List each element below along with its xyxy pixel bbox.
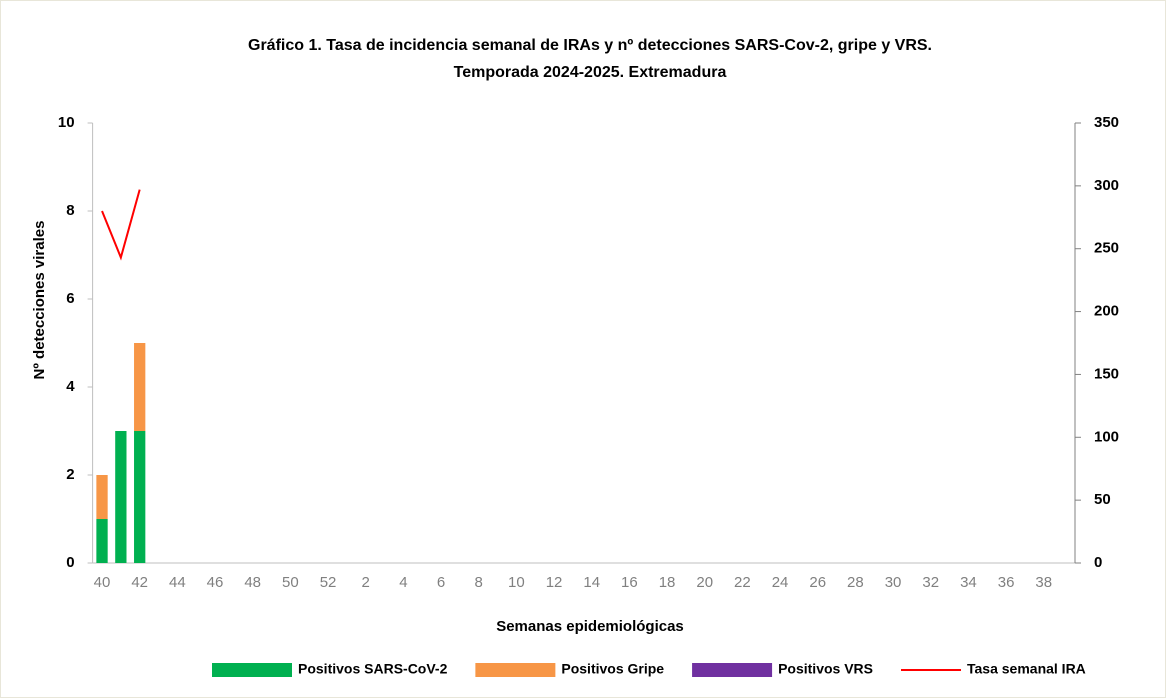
bar: [134, 343, 146, 431]
bar: [96, 519, 108, 563]
legend-label: Positivos Gripe: [561, 661, 664, 677]
x-tick-label: 20: [696, 574, 713, 591]
x-tick-label: 52: [320, 574, 337, 591]
y2-tick-label: 250: [1094, 240, 1119, 257]
x-tick-label: 12: [546, 574, 563, 591]
bar: [96, 475, 108, 519]
y2-tick-label: 0: [1094, 554, 1102, 571]
chart-title: Gráfico 1. Tasa de incidencia semanal de…: [248, 37, 932, 54]
y-tick-label: 8: [66, 202, 74, 219]
chart-title: Temporada 2024-2025. Extremadura: [454, 64, 727, 81]
x-tick-label: 16: [621, 574, 638, 591]
x-tick-label: 6: [437, 574, 445, 591]
y2-tick-label: 350: [1094, 114, 1119, 131]
legend-swatch: [212, 663, 292, 677]
y-tick-label: 4: [66, 378, 75, 395]
legend-label: Tasa semanal IRA: [967, 661, 1086, 677]
legend-swatch: [475, 663, 556, 677]
y-tick-label: 0: [66, 554, 74, 571]
bar: [134, 431, 146, 563]
x-tick-label: 30: [885, 574, 902, 591]
x-tick-label: 38: [1035, 574, 1052, 591]
y2-tick-label: 50: [1094, 491, 1111, 508]
x-tick-label: 18: [659, 574, 676, 591]
x-tick-label: 4: [399, 574, 407, 591]
line: [101, 189, 141, 261]
y2-tick-label: 200: [1094, 303, 1119, 320]
legend-swatch: [692, 663, 773, 677]
x-tick-label: 8: [475, 574, 483, 591]
y-axis-title: Nº detecciones virales: [31, 221, 48, 380]
x-tick-label: 14: [583, 574, 600, 591]
y2-tick-label: 150: [1094, 365, 1119, 382]
x-tick-label: 44: [169, 574, 186, 591]
x-tick-label: 48: [244, 574, 261, 591]
x-tick-label: 22: [734, 574, 751, 591]
x-tick-label: 28: [847, 574, 864, 591]
y2-tick-label: 300: [1094, 177, 1119, 194]
x-tick-label: 32: [922, 574, 939, 591]
legend-label: Positivos VRS: [778, 661, 873, 677]
x-axis-title: Semanas epidemiológicas: [496, 618, 684, 635]
x-tick-label: 40: [94, 574, 111, 591]
y-tick-label: 10: [58, 114, 75, 131]
x-tick-label: 34: [960, 574, 977, 591]
x-tick-label: 24: [772, 574, 789, 591]
x-tick-label: 50: [282, 574, 299, 591]
y-tick-label: 6: [66, 290, 74, 307]
y2-tick-label: 100: [1094, 428, 1119, 445]
x-tick-label: 36: [998, 574, 1015, 591]
x-tick-label: 42: [131, 574, 148, 591]
y-tick-label: 2: [66, 466, 74, 483]
x-tick-label: 46: [207, 574, 224, 591]
legend-label: Positivos SARS-CoV-2: [298, 661, 448, 677]
x-tick-label: 10: [508, 574, 525, 591]
x-tick-label: 2: [362, 574, 370, 591]
x-tick-label: 26: [809, 574, 826, 591]
bar: [115, 431, 127, 563]
